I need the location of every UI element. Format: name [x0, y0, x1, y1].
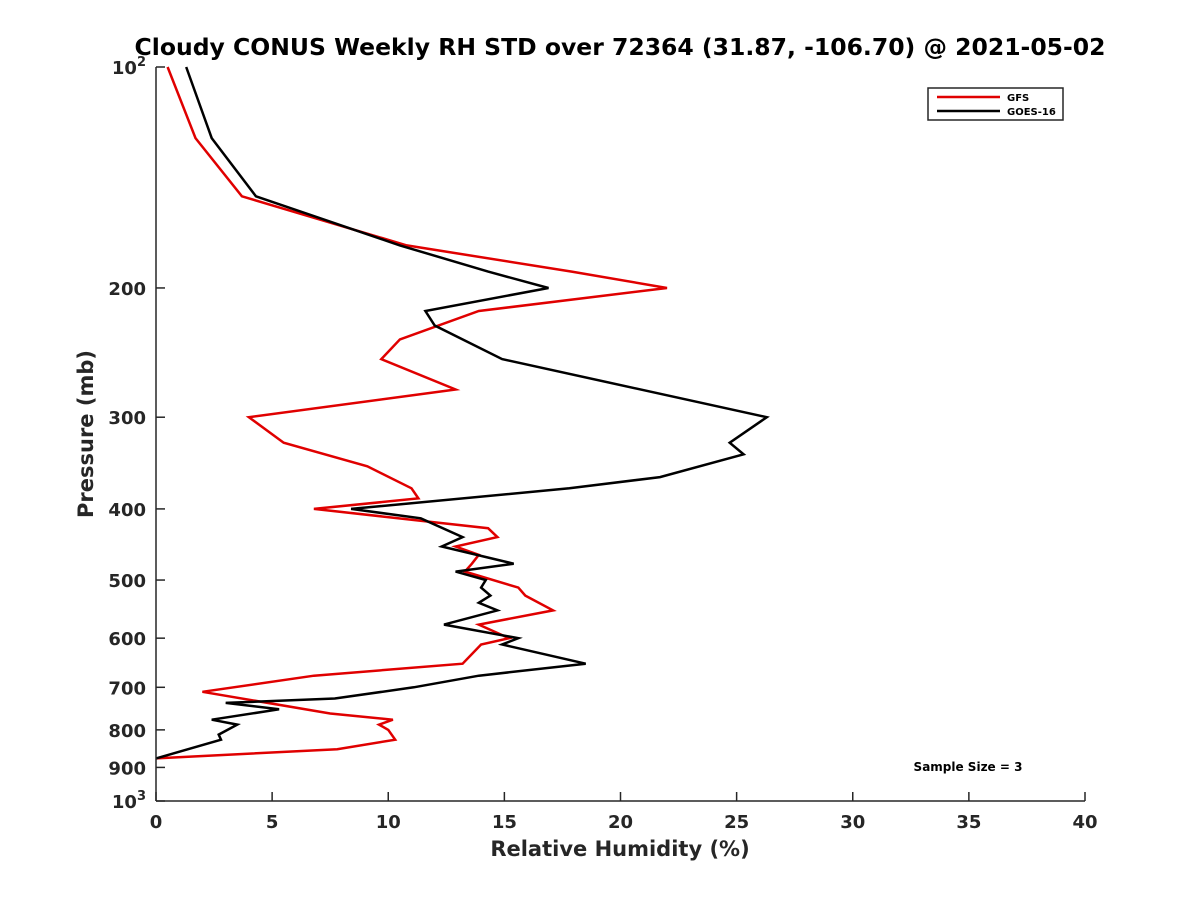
series-line-gfs [155, 66, 668, 760]
axes-background [156, 67, 1085, 801]
series-line-goes16 [155, 66, 770, 760]
y-tick-label: 102 [112, 55, 146, 79]
y-tick-label: 900 [108, 758, 146, 779]
x-tick-label: 15 [492, 812, 517, 833]
y-axis-label: Pressure (mb) [74, 350, 98, 518]
y-tick-label: 200 [108, 279, 146, 300]
x-tick-label: 25 [724, 812, 749, 833]
y-tick-label: 400 [108, 500, 146, 521]
legend-label-gfs: GFS [1007, 93, 1029, 104]
x-tick-label: 0 [150, 812, 163, 833]
plot-area [155, 66, 1085, 802]
y-tick-label: 103 [112, 789, 146, 813]
legend-label-goes16: GOES-16 [1007, 107, 1056, 118]
sample-size-annotation: Sample Size = 3 [914, 760, 1023, 774]
x-ticks: 0 5 10 15 20 25 30 35 40 [150, 792, 1098, 833]
y-tick-label: 700 [108, 678, 146, 699]
chart-title: Cloudy CONUS Weekly RH STD over 72364 (3… [135, 33, 1106, 61]
y-tick-label: 300 [108, 408, 146, 429]
y-tick-label: 800 [108, 721, 146, 742]
series-layer [155, 66, 770, 760]
x-axis-label: Relative Humidity (%) [490, 837, 749, 861]
x-tick-label: 10 [376, 812, 401, 833]
y-tick-label: 500 [108, 571, 146, 592]
x-tick-label: 5 [266, 812, 279, 833]
y-ticks: 102 200 300 400 500 600 700 800 900 103 [108, 55, 165, 813]
x-tick-label: 20 [608, 812, 633, 833]
legend-box [927, 87, 1064, 121]
x-tick-label: 30 [840, 812, 865, 833]
x-tick-label: 40 [1072, 812, 1097, 833]
y-tick-label: 600 [108, 629, 146, 650]
legend: GFS GOES-16 [927, 87, 1064, 121]
x-tick-label: 35 [956, 812, 981, 833]
